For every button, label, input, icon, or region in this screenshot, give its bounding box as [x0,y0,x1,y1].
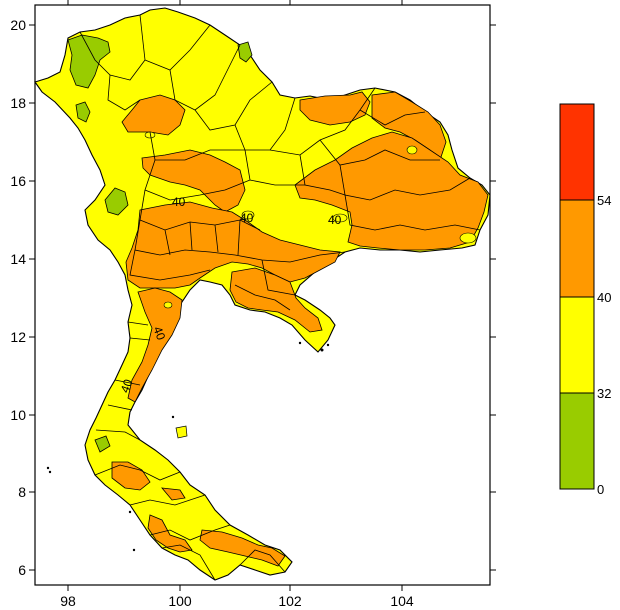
y-tick-label: 6 [18,562,26,578]
legend-label: 40 [597,290,611,305]
axis-ticks [29,0,496,591]
y-tick-label: 10 [10,407,26,423]
y-tick-label: 14 [10,251,26,267]
province-boundaries [79,14,481,581]
legend-bin-green [559,392,595,490]
islands [46,341,330,552]
y-tick-label: 18 [10,95,26,111]
x-tick-label: 100 [168,593,192,609]
y-axis-labels: 20 18 16 14 12 10 8 6 [10,17,26,578]
legend-bin-yellow [559,296,595,394]
contour-label: 40 [240,211,254,225]
x-tick-label: 98 [60,593,76,609]
contour-label: 40 [328,213,342,227]
yellow-pockets [144,131,477,309]
contour-label: 40 [150,325,168,343]
legend-label: 0 [597,482,604,497]
x-tick-label: 102 [278,593,302,609]
legend-bin-red [559,103,595,201]
green-zones [67,34,253,453]
x-axis-labels: 98 100 102 104 [60,593,414,609]
y-tick-label: 12 [10,329,26,345]
y-tick-label: 8 [18,484,26,500]
y-tick-label: 16 [10,173,26,189]
contour-label: 40 [172,195,186,209]
x-tick-label: 104 [390,593,414,609]
contour-labels: 40 40 40 40 40 [118,195,342,395]
legend-bin-orange [559,199,595,298]
orange-zones [111,91,489,567]
legend-label: 32 [597,386,611,401]
y-tick-label: 20 [10,17,26,33]
contour-label: 40 [118,377,136,395]
legend-colorbar: 54 40 32 0 [559,103,611,497]
legend-label: 54 [597,193,611,208]
